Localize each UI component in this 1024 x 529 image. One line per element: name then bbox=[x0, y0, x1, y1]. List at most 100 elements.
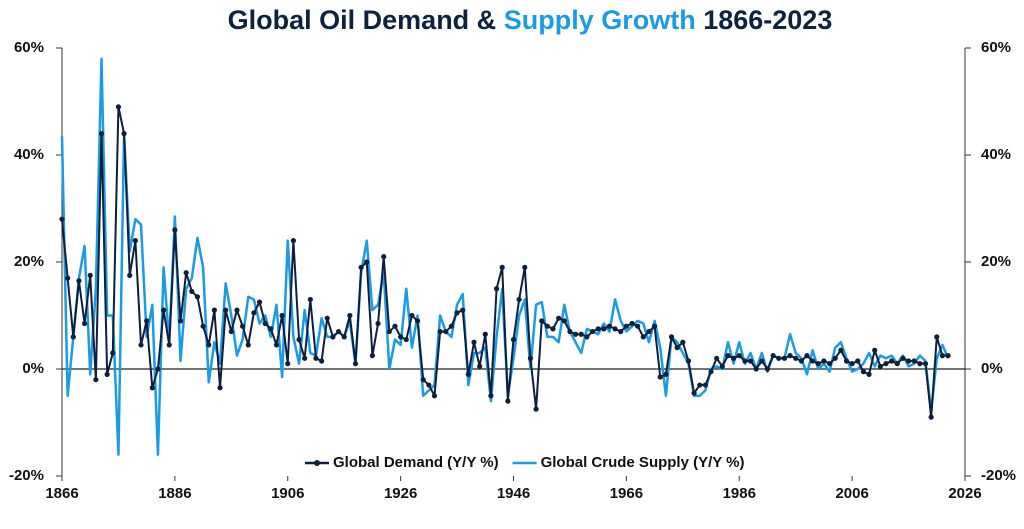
x-tick-label: 1866 bbox=[45, 485, 78, 502]
point bbox=[144, 318, 150, 324]
point bbox=[883, 361, 889, 367]
point bbox=[708, 369, 714, 375]
y2-tick-label: 40% bbox=[981, 146, 1011, 163]
point bbox=[454, 310, 460, 316]
point bbox=[838, 347, 844, 353]
point bbox=[516, 296, 522, 303]
point bbox=[160, 307, 167, 313]
point bbox=[206, 342, 212, 348]
point bbox=[194, 294, 201, 300]
point bbox=[335, 328, 342, 335]
point bbox=[211, 307, 217, 313]
y-tick-label: 0% bbox=[22, 360, 44, 377]
point bbox=[381, 254, 387, 260]
point bbox=[319, 358, 325, 364]
point bbox=[200, 323, 206, 329]
point bbox=[578, 331, 584, 337]
point bbox=[166, 342, 172, 348]
point bbox=[623, 323, 629, 329]
point bbox=[493, 286, 500, 292]
point bbox=[793, 355, 799, 361]
point bbox=[240, 323, 246, 329]
point bbox=[663, 371, 669, 377]
point bbox=[499, 264, 505, 270]
point bbox=[945, 353, 951, 359]
point bbox=[273, 342, 280, 348]
point bbox=[465, 371, 471, 377]
x-tick-label: 2006 bbox=[835, 485, 868, 502]
point bbox=[228, 328, 234, 335]
y-tick-label: 20% bbox=[14, 253, 44, 270]
point bbox=[843, 358, 850, 364]
x-tick-label: 1906 bbox=[271, 485, 304, 502]
point bbox=[471, 339, 477, 345]
point bbox=[65, 275, 71, 281]
legend-label: Global Crude Supply (Y/Y %) bbox=[541, 454, 745, 471]
point bbox=[635, 323, 641, 329]
point bbox=[798, 358, 804, 364]
point bbox=[251, 310, 257, 316]
point bbox=[702, 382, 708, 388]
point bbox=[448, 323, 455, 329]
point bbox=[860, 369, 867, 375]
point bbox=[747, 358, 754, 364]
point bbox=[352, 361, 359, 367]
point bbox=[155, 366, 161, 372]
point bbox=[81, 320, 88, 327]
point bbox=[804, 353, 810, 359]
point bbox=[234, 307, 240, 313]
point bbox=[866, 371, 872, 377]
point bbox=[121, 131, 127, 137]
point bbox=[488, 393, 494, 399]
y2-tick-label: 20% bbox=[981, 253, 1011, 270]
point bbox=[414, 318, 421, 324]
point bbox=[409, 312, 415, 319]
point bbox=[640, 334, 646, 340]
point bbox=[420, 377, 426, 383]
point bbox=[59, 216, 65, 222]
point bbox=[618, 328, 624, 335]
point bbox=[93, 377, 99, 383]
point bbox=[324, 315, 330, 321]
point bbox=[279, 312, 285, 319]
y2-tick-label: 0% bbox=[981, 360, 1003, 377]
title-highlight: Supply Growth bbox=[504, 5, 696, 35]
point bbox=[759, 358, 765, 364]
point bbox=[544, 323, 550, 329]
point bbox=[223, 307, 229, 313]
point bbox=[358, 264, 364, 270]
point bbox=[172, 227, 178, 233]
point bbox=[527, 355, 534, 361]
x-tick-label: 1986 bbox=[723, 485, 756, 502]
point bbox=[262, 320, 268, 327]
point bbox=[832, 355, 838, 361]
point bbox=[685, 358, 692, 364]
y-tick-label: 60% bbox=[14, 39, 44, 56]
point bbox=[482, 331, 488, 337]
point bbox=[189, 288, 195, 295]
point bbox=[680, 339, 686, 345]
point bbox=[821, 358, 827, 364]
y-tick-label: -20% bbox=[9, 467, 44, 484]
point bbox=[307, 296, 313, 303]
point bbox=[364, 259, 370, 265]
point bbox=[595, 326, 601, 332]
title-suffix: 1866-2023 bbox=[703, 5, 832, 35]
point bbox=[725, 353, 731, 359]
point bbox=[550, 326, 556, 332]
point bbox=[911, 358, 917, 364]
y2-tick-label: 60% bbox=[981, 39, 1011, 56]
point bbox=[426, 382, 432, 388]
point bbox=[403, 336, 409, 343]
point bbox=[268, 326, 274, 332]
point bbox=[296, 336, 302, 343]
point bbox=[731, 355, 737, 361]
point bbox=[787, 353, 793, 359]
point bbox=[872, 347, 878, 353]
point bbox=[138, 342, 144, 348]
point bbox=[556, 315, 562, 321]
point bbox=[894, 361, 900, 367]
point bbox=[651, 323, 658, 329]
point bbox=[347, 312, 353, 319]
